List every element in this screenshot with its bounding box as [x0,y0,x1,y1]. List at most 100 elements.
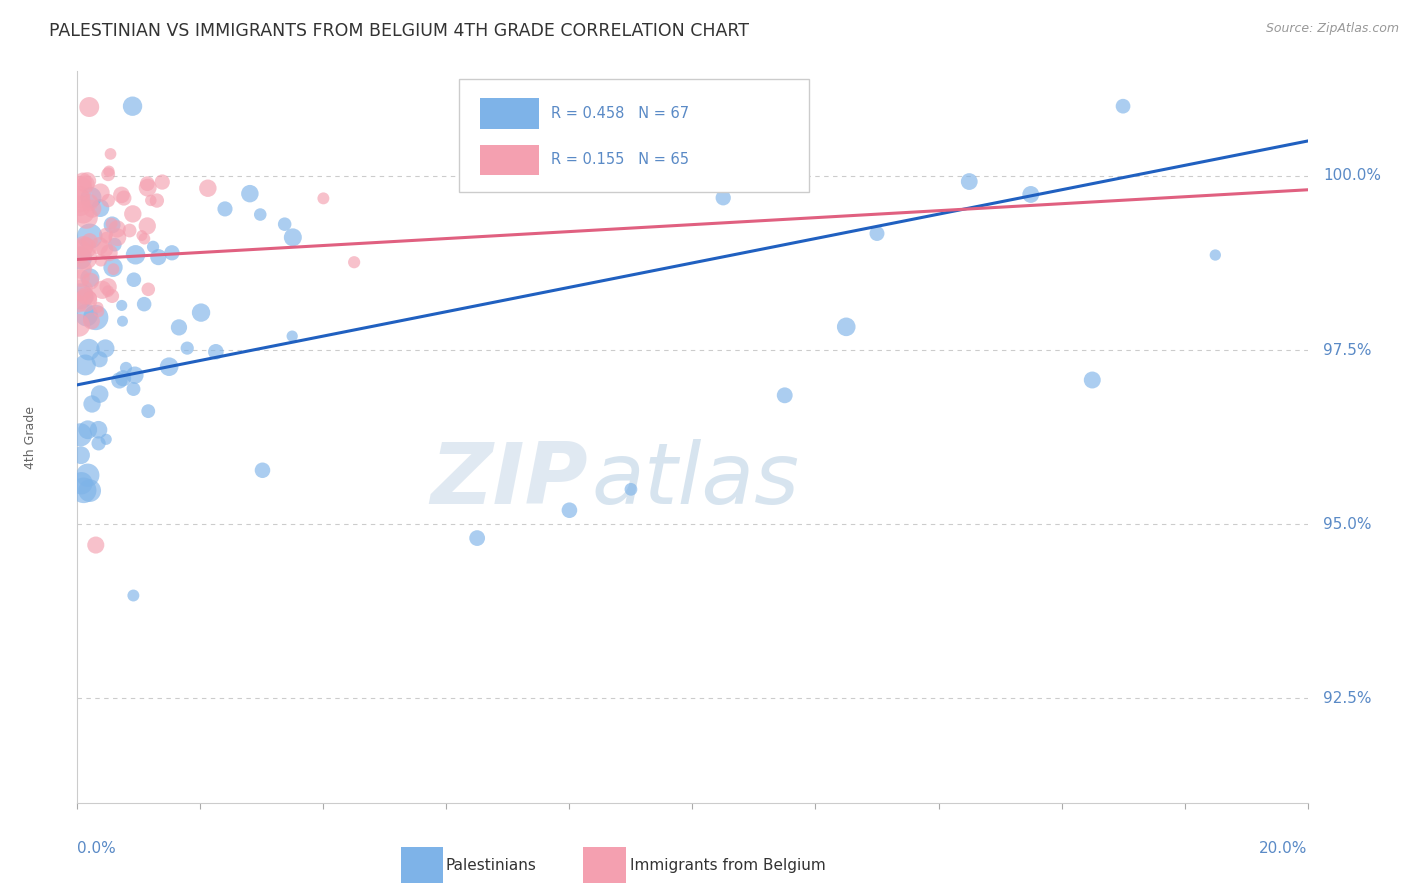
Point [146,194,169,208]
Text: atlas: atlas [592,440,800,523]
Point [112,371,135,385]
Point [70,262,93,277]
Text: 95.0%: 95.0% [1323,516,1371,532]
Point [97,280,120,294]
Point [249,208,271,222]
Point [190,305,212,319]
Text: PALESTINIAN VS IMMIGRANTS FROM BELGIUM 4TH GRADE CORRELATION CHART: PALESTINIAN VS IMMIGRANTS FROM BELGIUM 4… [49,22,749,40]
Point [69,181,91,195]
Point [343,255,366,269]
Point [69,251,91,265]
Bar [479,98,538,129]
Point [124,368,146,383]
Point [89,387,111,401]
Point [273,217,295,231]
Point [69,427,91,442]
Point [1112,99,1135,113]
Point [89,239,111,253]
Point [150,175,173,189]
Point [281,230,304,244]
Point [79,195,101,210]
Point [87,304,110,318]
Point [79,274,101,288]
Point [465,531,488,545]
Point [115,360,138,375]
Point [139,194,162,208]
Point [558,503,581,517]
Point [80,314,103,328]
Point [711,191,734,205]
Point [122,273,145,287]
Point [1081,373,1104,387]
Bar [479,145,538,175]
Text: 100.0%: 100.0% [1323,169,1381,184]
Point [79,483,101,498]
Point [105,230,128,244]
Point [69,289,91,303]
Point [103,262,125,277]
Point [134,232,156,246]
Point [90,253,112,268]
Point [1019,187,1042,202]
Point [105,222,128,236]
Point [89,186,111,200]
Point [72,483,94,498]
Point [80,397,103,411]
Point [100,147,122,161]
Point [122,589,145,603]
Point [101,289,124,303]
Point [136,404,159,418]
Point [121,207,143,221]
Point [122,382,145,396]
Point [101,260,124,275]
Point [89,201,111,215]
Point [84,538,107,552]
Point [91,283,114,297]
Point [72,205,94,219]
Point [87,301,110,315]
Point [79,234,101,248]
Point [77,343,100,357]
Point [835,319,858,334]
Point [1204,248,1226,262]
Point [89,352,111,367]
Point [176,341,198,355]
Point [252,463,274,477]
Point [67,194,90,208]
Point [94,242,117,256]
Point [79,291,101,305]
Point [67,296,90,310]
Point [96,230,118,244]
Point [108,373,131,387]
Point [75,178,97,192]
Point [69,199,91,213]
Point [121,99,143,113]
Point [77,100,100,114]
FancyBboxPatch shape [458,78,810,192]
Point [111,314,134,328]
Point [67,318,90,333]
Point [75,251,97,265]
Point [111,298,134,312]
Point [281,329,304,343]
Point [98,245,121,260]
Point [87,436,110,450]
Point [76,211,98,225]
Point [97,164,120,178]
Text: R = 0.155   N = 65: R = 0.155 N = 65 [551,153,689,168]
Point [104,237,127,252]
Point [94,227,117,242]
Point [101,218,124,232]
Point [73,239,96,253]
Point [124,248,146,262]
Point [134,297,156,311]
Point [70,271,93,285]
Point [75,289,97,303]
Point [136,180,159,194]
Text: 97.5%: 97.5% [1323,343,1371,358]
Point [167,320,190,334]
Point [80,190,103,204]
Point [75,358,97,372]
Point [70,476,93,491]
Text: Immigrants from Belgium: Immigrants from Belgium [630,858,825,872]
